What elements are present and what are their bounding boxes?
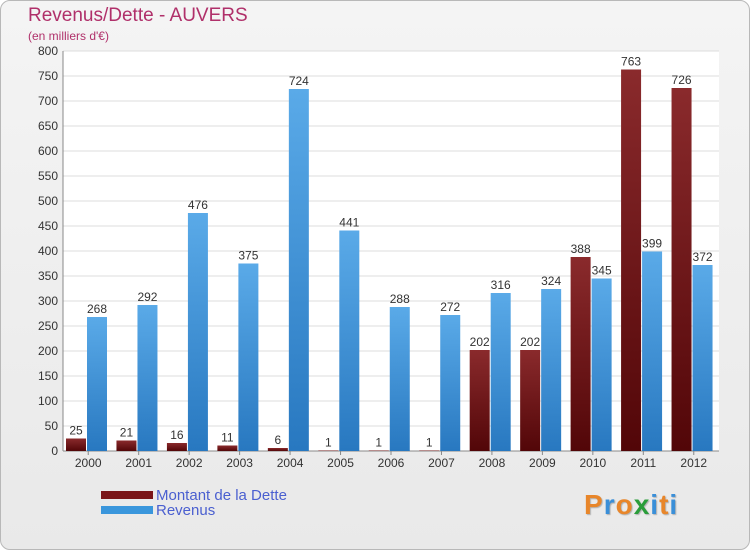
value-label-dette: 6	[275, 433, 282, 447]
bar-revenus	[541, 289, 562, 451]
value-label-revenus: 316	[491, 278, 511, 292]
x-tick-label: 2003	[226, 456, 253, 470]
value-label-dette: 16	[170, 428, 184, 442]
y-tick-label: 750	[38, 69, 58, 83]
bar-revenus	[87, 317, 107, 451]
logo-letter: i	[650, 489, 660, 520]
x-tick-label: 2002	[176, 456, 203, 470]
y-tick-label: 400	[38, 244, 58, 258]
bar-dette	[570, 257, 591, 451]
x-tick-label: 2008	[479, 456, 506, 470]
logo-letter: P	[584, 489, 604, 520]
logo-letter: x	[633, 489, 651, 520]
value-label-revenus: 372	[693, 250, 713, 264]
value-label-revenus: 292	[137, 290, 157, 304]
value-label-revenus: 345	[592, 264, 612, 278]
bar-revenus	[137, 305, 158, 451]
y-tick-label: 450	[38, 219, 58, 233]
bar-dette	[116, 440, 137, 451]
y-tick-label: 800	[38, 44, 58, 58]
value-label-revenus: 724	[289, 74, 309, 88]
y-tick-label: 350	[38, 269, 58, 283]
bar-dette	[318, 450, 339, 451]
legend-swatch-dette	[101, 491, 153, 499]
value-label-revenus: 324	[541, 274, 561, 288]
x-tick-label: 2000	[75, 456, 102, 470]
logo-letter: r	[603, 489, 616, 520]
y-tick-label: 650	[38, 119, 58, 133]
x-tick-label: 2007	[428, 456, 455, 470]
x-tick-label: 2012	[680, 456, 707, 470]
y-tick-label: 600	[38, 144, 58, 158]
value-label-dette: 1	[325, 436, 332, 450]
y-tick-label: 300	[38, 294, 58, 308]
bar-dette	[671, 88, 692, 451]
bar-dette	[368, 450, 389, 451]
value-label-dette: 1	[426, 436, 433, 450]
x-tick-label: 2005	[327, 456, 354, 470]
y-tick-label: 100	[38, 394, 58, 408]
bar-revenus	[591, 278, 612, 451]
bar-revenus	[490, 293, 511, 451]
bar-dette	[267, 448, 288, 451]
y-tick-label: 50	[45, 419, 59, 433]
y-tick-label: 200	[38, 344, 58, 358]
value-label-dette: 726	[672, 73, 692, 87]
bar-revenus	[288, 89, 309, 451]
legend-swatch-revenus	[101, 506, 153, 514]
x-tick-label: 2004	[277, 456, 304, 470]
y-tick-label: 250	[38, 319, 58, 333]
value-label-revenus: 399	[642, 237, 662, 251]
x-tick-label: 2010	[579, 456, 606, 470]
legend-label-dette: Montant de la Dette	[156, 487, 287, 504]
value-label-dette: 202	[520, 335, 540, 349]
bar-revenus	[692, 265, 713, 451]
y-tick-label: 700	[38, 94, 58, 108]
y-tick-label: 0	[51, 444, 58, 458]
bar-dette	[66, 438, 86, 451]
bar-revenus	[187, 213, 208, 451]
bar-revenus	[642, 251, 663, 451]
value-label-dette: 388	[571, 242, 591, 256]
y-tick-label: 550	[38, 169, 58, 183]
value-label-dette: 763	[621, 55, 641, 69]
value-label-revenus: 272	[440, 300, 460, 314]
bar-dette	[520, 350, 541, 451]
bar-revenus	[238, 263, 259, 451]
bar-revenus	[389, 307, 410, 451]
logo-letter: i	[669, 489, 679, 520]
bar-revenus	[339, 230, 360, 451]
bar-dette	[621, 69, 642, 451]
value-label-dette: 11	[221, 431, 234, 445]
value-label-revenus: 476	[188, 198, 208, 212]
value-label-dette: 21	[120, 426, 134, 440]
bar-dette	[217, 445, 238, 451]
value-label-revenus: 375	[238, 249, 258, 263]
logo-letter: t	[659, 489, 670, 520]
x-tick-label: 2009	[529, 456, 556, 470]
bar-dette	[419, 450, 440, 451]
bar-dette	[166, 443, 187, 451]
x-tick-label: 2006	[378, 456, 405, 470]
bar-revenus	[440, 315, 461, 451]
value-label-dette: 25	[69, 424, 83, 438]
value-label-dette: 1	[375, 436, 382, 450]
chart-subtitle: (en milliers d'€)	[28, 29, 109, 43]
value-label-revenus: 268	[87, 302, 107, 316]
legend-label-revenus: Revenus	[156, 502, 216, 519]
value-label-revenus: 288	[390, 292, 410, 306]
value-label-revenus: 441	[339, 216, 359, 230]
chart-title: Revenus/Dette - AUVERS	[28, 5, 248, 26]
y-tick-label: 150	[38, 369, 58, 383]
x-tick-label: 2011	[630, 456, 656, 470]
proxiti-logo: Proxiti	[584, 489, 678, 521]
x-tick-label: 2001	[125, 456, 152, 470]
y-tick-label: 500	[38, 194, 58, 208]
value-label-dette: 202	[470, 335, 490, 349]
bar-dette	[469, 350, 490, 451]
logo-letter: o	[615, 489, 634, 520]
